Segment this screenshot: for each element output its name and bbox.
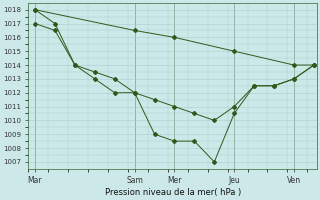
X-axis label: Pression niveau de la mer( hPa ): Pression niveau de la mer( hPa ) [105, 188, 241, 197]
